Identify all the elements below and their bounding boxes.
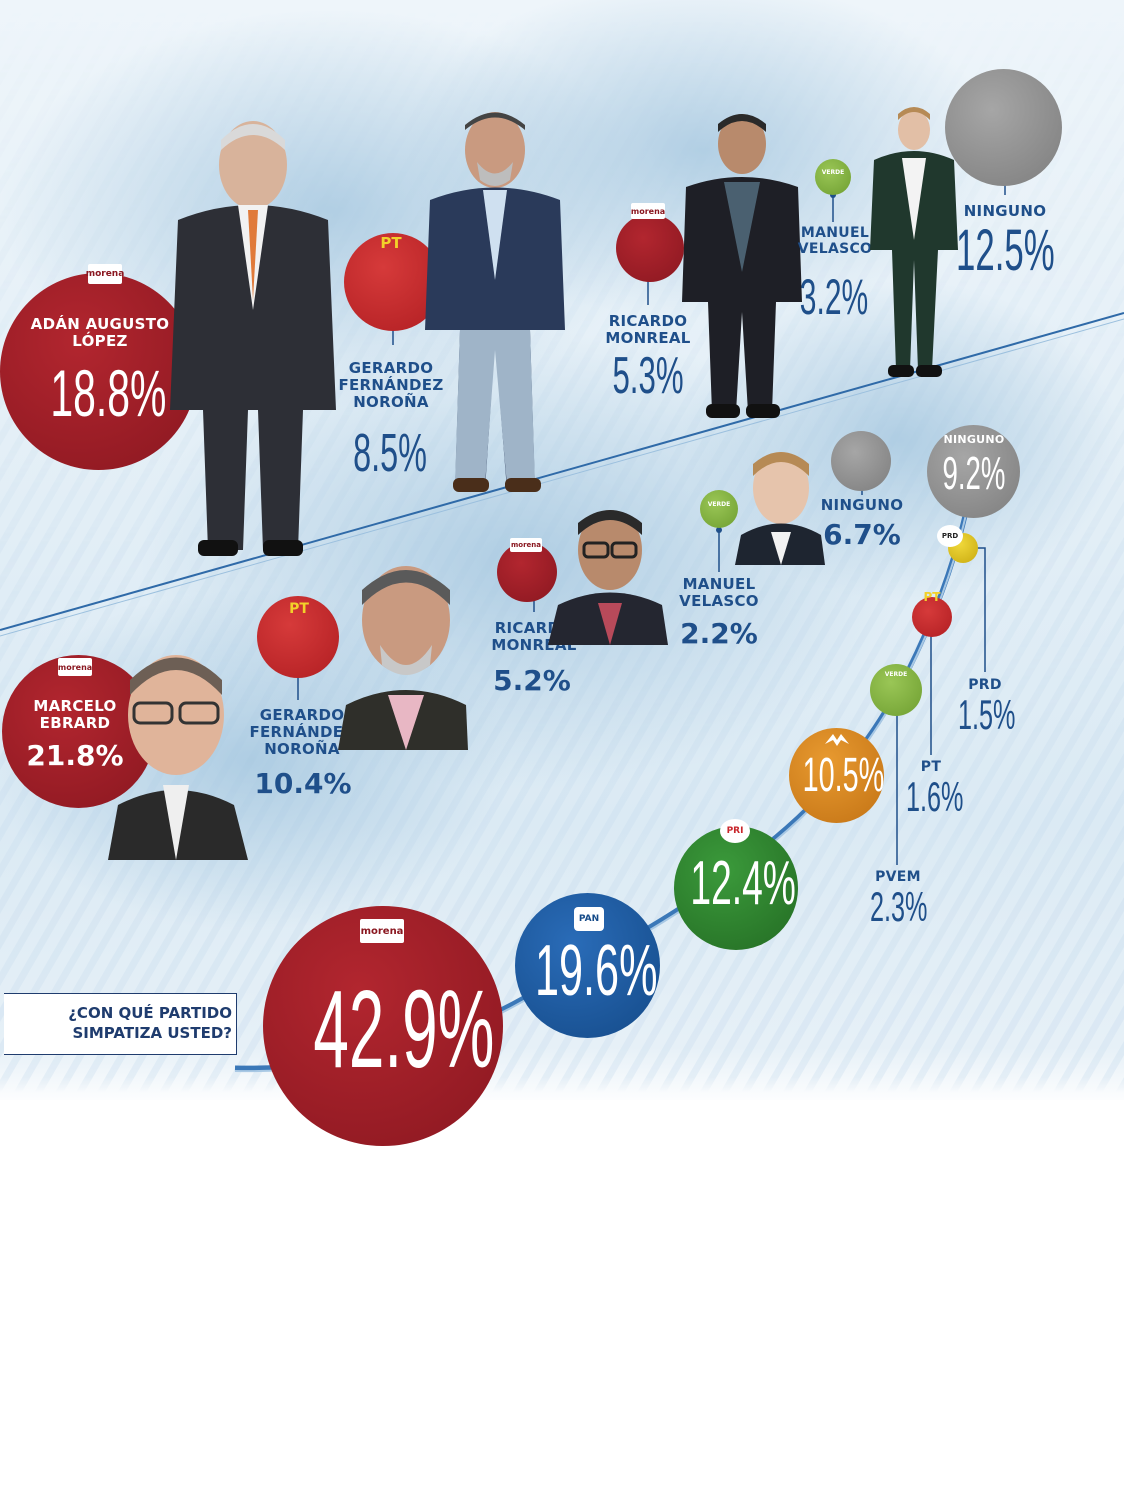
pri-logo: PRI bbox=[720, 819, 750, 843]
ricardo1-pct: 5.3% bbox=[612, 347, 684, 405]
ninguno2-name: NINGUNO bbox=[820, 496, 904, 514]
ninguno-party-name: NINGUNO bbox=[943, 433, 1005, 446]
morena-logo-text: morena bbox=[360, 925, 404, 937]
morena-logo-text: morena bbox=[57, 662, 93, 672]
morena-logo-text: morena bbox=[85, 269, 125, 279]
adan-pct: 18.8% bbox=[50, 356, 167, 430]
verde-logo: VERDE bbox=[883, 667, 909, 681]
mc-eagle-icon bbox=[825, 734, 849, 746]
ninguno-party-pct: 9.2% bbox=[942, 447, 1006, 499]
gerardo2-name: GERARDO FERNÁNDEZ NOROÑA bbox=[249, 706, 355, 758]
pan-logo: PAN bbox=[574, 907, 604, 931]
gerardo-portrait bbox=[338, 566, 468, 750]
pri-logo-text: PRI bbox=[726, 826, 744, 836]
verde-logo: VERDE bbox=[706, 497, 732, 511]
bubble-pt bbox=[912, 597, 952, 637]
manuel-portrait bbox=[735, 452, 825, 565]
verde-logo-text: VERDE bbox=[707, 500, 731, 508]
mc-pct: 10.5% bbox=[802, 749, 885, 802]
question-box bbox=[4, 993, 237, 1055]
pt-logo-text: PT bbox=[289, 601, 309, 617]
bubble-ricardo-2 bbox=[497, 542, 557, 602]
question-text: ¿CON QUÉ PARTIDO SIMPATIZA USTED? bbox=[68, 1004, 232, 1043]
pt-logo: PT bbox=[919, 588, 945, 606]
bubble-morena bbox=[263, 906, 503, 1146]
bubble-manuel-2 bbox=[700, 490, 738, 528]
ricardo1-name: RICARDO MONREAL bbox=[605, 312, 691, 347]
marcelo-pct: 21.8% bbox=[26, 739, 124, 772]
pvem-name: PVEM bbox=[875, 869, 921, 885]
prd-logo-text: PRD bbox=[941, 532, 959, 540]
morena-pct: 42.9% bbox=[313, 968, 495, 1091]
bubble-gerardo-2 bbox=[257, 596, 339, 678]
morena-logo: morena bbox=[631, 203, 665, 219]
bubble-pri bbox=[674, 826, 798, 950]
pt-pct: 1.6% bbox=[906, 773, 964, 820]
bubble-manuel-1 bbox=[815, 159, 851, 195]
ricardo2-pct: 5.2% bbox=[493, 664, 571, 697]
manuel-photo bbox=[870, 107, 958, 377]
bubble-pvem bbox=[870, 664, 922, 716]
prd-pct: 1.5% bbox=[958, 691, 1016, 738]
bubble-ninguno-2 bbox=[831, 431, 891, 491]
verde-logo-text: VERDE bbox=[821, 168, 845, 176]
bubble-marcelo bbox=[2, 655, 155, 808]
manuel1-pct: 3.2% bbox=[799, 269, 869, 325]
morena-logo-text: morena bbox=[630, 206, 666, 216]
adan-name: ADÁN AUGUSTO LÓPEZ bbox=[30, 315, 170, 350]
verde-logo: VERDE bbox=[820, 165, 846, 179]
gerardo1-pct: 8.5% bbox=[353, 423, 427, 483]
ninguno1-pct: 12.5% bbox=[956, 218, 1055, 283]
pan-pct: 19.6% bbox=[535, 931, 658, 1011]
ninguno1-name: NINGUNO bbox=[963, 202, 1047, 220]
pt-name: PT bbox=[920, 759, 942, 775]
prd-logo: PRD bbox=[937, 525, 963, 547]
pvem-pct: 2.3% bbox=[870, 883, 928, 930]
pan-logo-text: PAN bbox=[578, 914, 600, 924]
prd-name: PRD bbox=[968, 677, 1002, 693]
manuel2-name: MANUEL VELASCO bbox=[679, 575, 759, 610]
marcelo-name: MARCELO EBRARD bbox=[33, 697, 117, 732]
ricardo-photo bbox=[682, 114, 802, 418]
gerardo-photo bbox=[425, 112, 565, 492]
manuel2-pct: 2.2% bbox=[680, 617, 758, 650]
morena-logo: morena bbox=[360, 919, 404, 943]
bubble-ricardo-1 bbox=[616, 214, 684, 282]
bubble-ninguno-1 bbox=[945, 69, 1062, 186]
marcelo-photo bbox=[108, 655, 248, 860]
ninguno2-pct: 6.7% bbox=[823, 518, 901, 551]
verde-logo-text: VERDE bbox=[884, 670, 908, 678]
manuel1-name: MANUEL VELASCO bbox=[797, 225, 873, 257]
pt-logo: PT bbox=[376, 232, 406, 254]
bubble-ninguno-party bbox=[927, 425, 1020, 518]
pt-logo: PT bbox=[284, 598, 314, 620]
pt-logo-text: PT bbox=[923, 590, 941, 604]
gerardo2-pct: 10.4% bbox=[254, 767, 352, 800]
morena-logo: morena bbox=[510, 538, 542, 552]
pri-pct: 12.4% bbox=[690, 849, 796, 918]
morena-logo-text: morena bbox=[510, 541, 541, 549]
morena-logo: morena bbox=[58, 658, 92, 676]
adan-photo bbox=[170, 121, 336, 556]
ricardo-portrait bbox=[548, 510, 668, 645]
gerardo1-name: GERARDO FERNÁNDEZ NOROÑA bbox=[338, 359, 444, 411]
morena-logo: morena bbox=[85, 264, 125, 284]
bubble-adan bbox=[0, 273, 197, 470]
pt-logo-text: PT bbox=[380, 234, 402, 252]
